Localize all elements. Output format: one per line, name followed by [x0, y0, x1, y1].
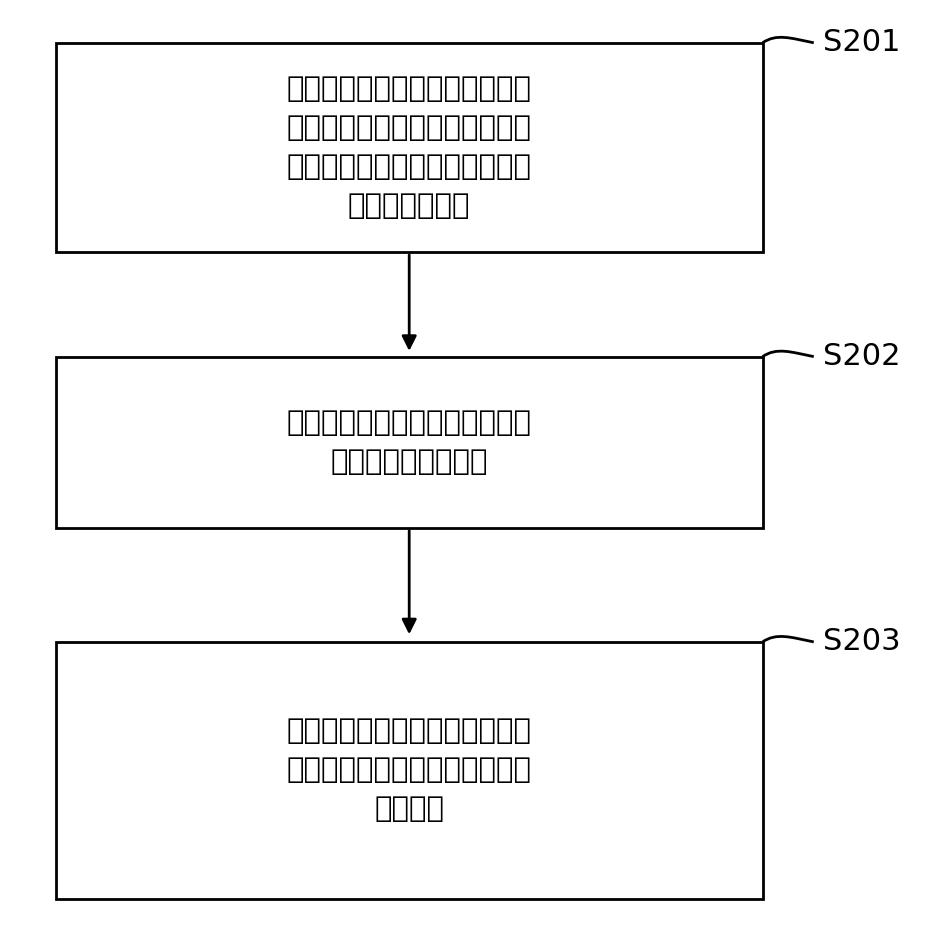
Bar — [56, 642, 763, 899]
Bar — [56, 357, 763, 528]
Text: S202: S202 — [823, 342, 900, 371]
Text: 提取所述初始基因组集合中每个
物种的非冗余基因组: 提取所述初始基因组集合中每个 物种的非冗余基因组 — [286, 409, 532, 476]
Bar — [56, 43, 763, 252]
Text: 对各个非冗余基因组分别进行重
组装处理，得到重组装后的微生
物基因组: 对各个非冗余基因组分别进行重 组装处理，得到重组装后的微生 物基因组 — [286, 717, 532, 824]
Text: S201: S201 — [823, 29, 900, 57]
Text: S203: S203 — [823, 628, 900, 656]
Text: 获取经过基因组装处理和宏基因
组分箱处理后的初始基因组集合
，所述初始基因组集合中包括多
个微生物基因组: 获取经过基因组装处理和宏基因 组分箱处理后的初始基因组集合 ，所述初始基因组集合… — [286, 75, 532, 220]
